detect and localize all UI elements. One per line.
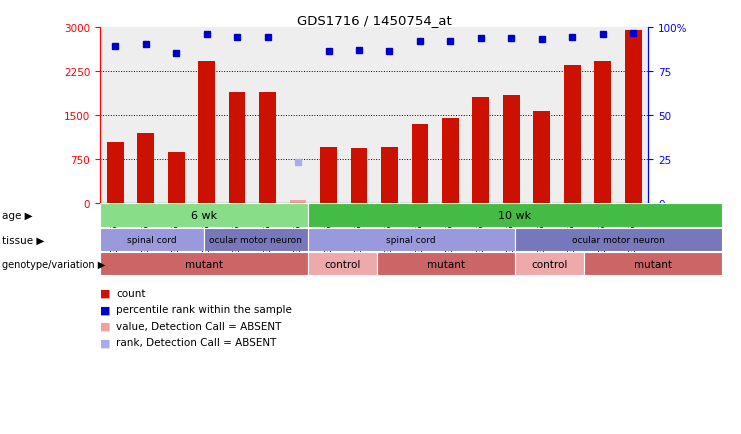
- Text: genotype/variation ▶: genotype/variation ▶: [2, 259, 105, 269]
- Bar: [376, 253, 515, 276]
- Bar: [515, 228, 722, 251]
- Bar: [320, 148, 337, 204]
- Text: percentile rank within the sample: percentile rank within the sample: [116, 305, 292, 315]
- Text: control: control: [324, 259, 360, 269]
- Bar: [584, 253, 722, 276]
- Bar: [100, 204, 308, 227]
- Bar: [308, 204, 722, 227]
- Text: mutant: mutant: [634, 259, 672, 269]
- Bar: [442, 119, 459, 204]
- Text: mutant: mutant: [185, 259, 223, 269]
- Bar: [308, 228, 515, 251]
- Text: ■: ■: [100, 321, 110, 331]
- Text: ocular motor neuron: ocular motor neuron: [209, 235, 302, 244]
- Bar: [308, 253, 376, 276]
- Bar: [167, 152, 185, 204]
- Bar: [411, 124, 428, 204]
- Bar: [259, 93, 276, 204]
- Text: spinal cord: spinal cord: [387, 235, 436, 244]
- Bar: [473, 97, 489, 204]
- Bar: [534, 112, 550, 204]
- Bar: [350, 149, 368, 204]
- Bar: [229, 93, 245, 204]
- Bar: [100, 253, 308, 276]
- Bar: [204, 228, 308, 251]
- Bar: [290, 200, 307, 204]
- Text: value, Detection Call = ABSENT: value, Detection Call = ABSENT: [116, 321, 282, 331]
- Text: ■: ■: [100, 288, 110, 298]
- Text: rank, Detection Call = ABSENT: rank, Detection Call = ABSENT: [116, 338, 276, 348]
- Bar: [625, 30, 642, 204]
- Text: tissue ▶: tissue ▶: [2, 235, 44, 245]
- Bar: [137, 134, 154, 204]
- Title: GDS1716 / 1450754_at: GDS1716 / 1450754_at: [297, 14, 451, 27]
- Text: age ▶: age ▶: [2, 210, 33, 220]
- Bar: [564, 66, 581, 204]
- Bar: [515, 253, 584, 276]
- Text: spinal cord: spinal cord: [127, 235, 176, 244]
- Text: count: count: [116, 288, 146, 298]
- Bar: [594, 62, 611, 204]
- Bar: [199, 62, 215, 204]
- Text: ocular motor neuron: ocular motor neuron: [572, 235, 665, 244]
- Bar: [100, 228, 204, 251]
- Text: control: control: [531, 259, 568, 269]
- Text: 6 wk: 6 wk: [190, 210, 217, 220]
- Bar: [107, 142, 124, 204]
- Text: 10 wk: 10 wk: [499, 210, 531, 220]
- Bar: [503, 96, 519, 204]
- Text: ■: ■: [100, 338, 110, 348]
- Text: mutant: mutant: [427, 259, 465, 269]
- Bar: [381, 148, 398, 204]
- Text: ■: ■: [100, 305, 110, 315]
